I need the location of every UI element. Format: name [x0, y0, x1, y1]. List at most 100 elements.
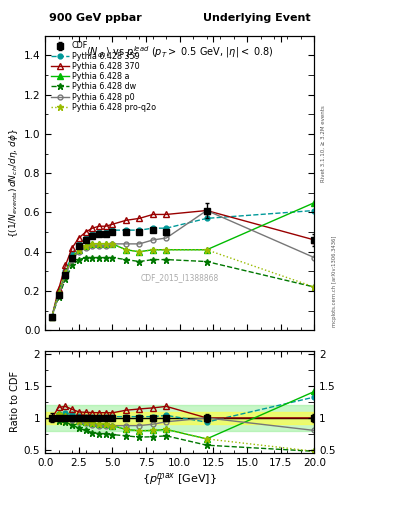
Pythia 6.428 359 — [83, 235, 88, 241]
Pythia 6.428 359 — [204, 215, 209, 221]
Pythia 6.428 370 — [164, 211, 169, 218]
Pythia 6.428 pro-q2o — [77, 247, 81, 253]
Pythia 6.428 p0 — [56, 292, 61, 298]
Pythia 6.428 359 — [97, 229, 101, 235]
Pythia 6.428 a — [97, 241, 101, 247]
Pythia 6.428 p0 — [97, 243, 101, 249]
Pythia 6.428 dw — [77, 257, 81, 263]
Pythia 6.428 370 — [63, 262, 68, 268]
Pythia 6.428 370 — [103, 223, 108, 229]
Pythia 6.428 pro-q2o — [70, 254, 75, 261]
Pythia 6.428 dw — [204, 259, 209, 265]
Line: Pythia 6.428 dw: Pythia 6.428 dw — [48, 254, 318, 320]
Pythia 6.428 370 — [110, 221, 115, 227]
Pythia 6.428 a — [137, 249, 142, 255]
Legend: CDF, Pythia 6.428 359, Pythia 6.428 370, Pythia 6.428 a, Pythia 6.428 dw, Pythia: CDF, Pythia 6.428 359, Pythia 6.428 370,… — [49, 40, 158, 113]
Pythia 6.428 370 — [124, 217, 129, 223]
Pythia 6.428 a — [110, 241, 115, 247]
Pythia 6.428 pro-q2o — [50, 313, 54, 319]
Pythia 6.428 dw — [137, 259, 142, 265]
Line: Pythia 6.428 a: Pythia 6.428 a — [49, 200, 317, 319]
Pythia 6.428 pro-q2o — [83, 243, 88, 249]
Pythia 6.428 359 — [90, 231, 95, 237]
Pythia 6.428 359 — [151, 225, 155, 231]
Pythia 6.428 p0 — [164, 235, 169, 241]
Pythia 6.428 370 — [151, 211, 155, 218]
Pythia 6.428 pro-q2o — [103, 241, 108, 247]
Pythia 6.428 359 — [77, 241, 81, 247]
Pythia 6.428 p0 — [83, 245, 88, 251]
Line: Pythia 6.428 pro-q2o: Pythia 6.428 pro-q2o — [48, 241, 318, 320]
Pythia 6.428 370 — [50, 313, 54, 319]
Pythia 6.428 359 — [312, 207, 317, 214]
Pythia 6.428 370 — [70, 245, 75, 251]
Pythia 6.428 pro-q2o — [164, 247, 169, 253]
Pythia 6.428 pro-q2o — [151, 247, 155, 253]
Pythia 6.428 a — [90, 241, 95, 247]
Pythia 6.428 a — [103, 241, 108, 247]
Pythia 6.428 dw — [56, 294, 61, 300]
Pythia 6.428 a — [56, 290, 61, 296]
Pythia 6.428 dw — [83, 254, 88, 261]
Line: Pythia 6.428 370: Pythia 6.428 370 — [49, 208, 317, 319]
Pythia 6.428 dw — [63, 276, 68, 282]
Pythia 6.428 a — [151, 247, 155, 253]
Pythia 6.428 370 — [312, 237, 317, 243]
Pythia 6.428 dw — [90, 254, 95, 261]
Pythia 6.428 359 — [70, 251, 75, 257]
Pythia 6.428 p0 — [70, 257, 75, 263]
Y-axis label: Ratio to CDF: Ratio to CDF — [9, 371, 20, 433]
Pythia 6.428 370 — [83, 229, 88, 235]
Pythia 6.428 a — [63, 270, 68, 276]
Pythia 6.428 p0 — [90, 243, 95, 249]
Pythia 6.428 p0 — [77, 249, 81, 255]
Text: CDF_2015_I1388868: CDF_2015_I1388868 — [141, 273, 219, 282]
Pythia 6.428 370 — [56, 286, 61, 292]
Pythia 6.428 359 — [164, 225, 169, 231]
Pythia 6.428 pro-q2o — [90, 241, 95, 247]
Pythia 6.428 359 — [137, 227, 142, 233]
Pythia 6.428 p0 — [63, 272, 68, 279]
Pythia 6.428 p0 — [151, 237, 155, 243]
Pythia 6.428 p0 — [50, 313, 54, 319]
Pythia 6.428 dw — [312, 284, 317, 290]
Pythia 6.428 dw — [164, 257, 169, 263]
Pythia 6.428 pro-q2o — [312, 284, 317, 290]
Pythia 6.428 p0 — [204, 207, 209, 214]
Pythia 6.428 pro-q2o — [110, 241, 115, 247]
Text: 900 GeV ppbar: 900 GeV ppbar — [49, 13, 142, 23]
Pythia 6.428 370 — [204, 207, 209, 214]
Pythia 6.428 dw — [50, 313, 54, 319]
Pythia 6.428 p0 — [124, 241, 129, 247]
Text: Rivet 3.1.10, ≥ 3.2M events: Rivet 3.1.10, ≥ 3.2M events — [320, 105, 325, 182]
Pythia 6.428 dw — [97, 254, 101, 261]
Pythia 6.428 pro-q2o — [137, 249, 142, 255]
Pythia 6.428 pro-q2o — [63, 270, 68, 276]
Text: $\langle N_{ch}\rangle$ vs $p_T^{lead}$ ($p_T >$ 0.5 GeV, $|\eta| <$ 0.8): $\langle N_{ch}\rangle$ vs $p_T^{lead}$ … — [86, 45, 274, 61]
Pythia 6.428 a — [77, 247, 81, 253]
Pythia 6.428 a — [164, 247, 169, 253]
Pythia 6.428 p0 — [110, 241, 115, 247]
Pythia 6.428 359 — [56, 290, 61, 296]
Pythia 6.428 359 — [103, 229, 108, 235]
X-axis label: $\{p_T^{max}$ [GeV]$\}$: $\{p_T^{max}$ [GeV]$\}$ — [142, 471, 217, 488]
Pythia 6.428 359 — [124, 227, 129, 233]
Pythia 6.428 370 — [97, 223, 101, 229]
Pythia 6.428 359 — [50, 313, 54, 319]
Pythia 6.428 359 — [110, 227, 115, 233]
Pythia 6.428 370 — [137, 215, 142, 221]
Y-axis label: $\{(1/N_{events})\, dN_{ch}/d\eta,\, d\phi\}$: $\{(1/N_{events})\, dN_{ch}/d\eta,\, d\p… — [7, 128, 20, 238]
Pythia 6.428 dw — [151, 257, 155, 263]
Pythia 6.428 pro-q2o — [124, 247, 129, 253]
Pythia 6.428 p0 — [312, 254, 317, 261]
Bar — [45, 412, 314, 424]
Pythia 6.428 370 — [90, 225, 95, 231]
Pythia 6.428 p0 — [137, 241, 142, 247]
Pythia 6.428 dw — [70, 262, 75, 268]
Text: Underlying Event: Underlying Event — [203, 13, 310, 23]
Line: Pythia 6.428 359: Pythia 6.428 359 — [50, 208, 317, 319]
Pythia 6.428 dw — [110, 254, 115, 261]
Pythia 6.428 a — [124, 247, 129, 253]
Pythia 6.428 p0 — [103, 243, 108, 249]
Pythia 6.428 dw — [103, 254, 108, 261]
